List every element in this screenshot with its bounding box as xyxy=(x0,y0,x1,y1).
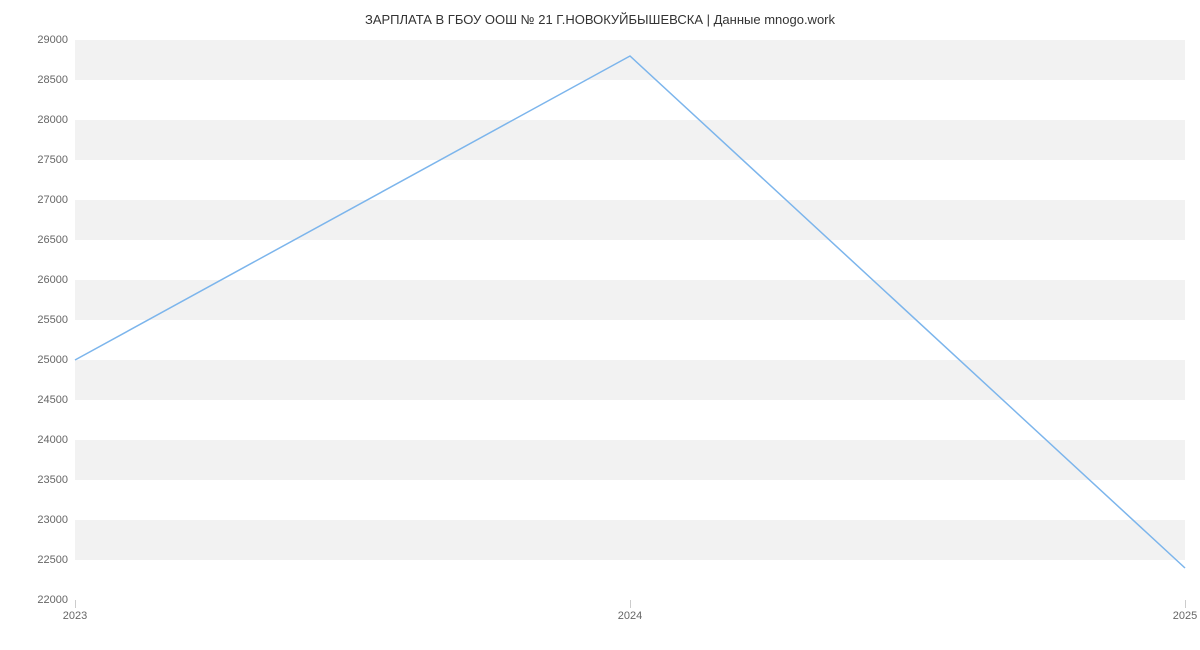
plot-area xyxy=(75,40,1185,600)
x-tick-mark xyxy=(630,600,631,608)
y-tick-label: 23500 xyxy=(8,474,68,486)
y-tick-label: 28500 xyxy=(8,74,68,86)
y-tick-label: 24500 xyxy=(8,394,68,406)
line-series-layer xyxy=(75,40,1185,600)
y-tick-label: 28000 xyxy=(8,114,68,126)
y-tick-label: 25500 xyxy=(8,314,68,326)
y-tick-label: 26500 xyxy=(8,234,68,246)
x-tick-label: 2024 xyxy=(618,610,642,622)
salary-line xyxy=(75,56,1185,568)
y-tick-label: 29000 xyxy=(8,34,68,46)
y-tick-label: 23000 xyxy=(8,514,68,526)
y-tick-label: 25000 xyxy=(8,354,68,366)
y-tick-label: 27500 xyxy=(8,154,68,166)
x-tick-label: 2025 xyxy=(1173,610,1197,622)
y-tick-label: 27000 xyxy=(8,194,68,206)
y-tick-label: 22500 xyxy=(8,554,68,566)
chart-title: ЗАРПЛАТА В ГБОУ ООШ № 21 Г.НОВОКУЙБЫШЕВС… xyxy=(0,0,1200,31)
x-tick-label: 2023 xyxy=(63,610,87,622)
x-tick-mark xyxy=(75,600,76,608)
x-tick-mark xyxy=(1185,600,1186,608)
y-tick-label: 24000 xyxy=(8,434,68,446)
y-tick-label: 22000 xyxy=(8,594,68,606)
y-tick-label: 26000 xyxy=(8,274,68,286)
chart-container: 22000 22500 23000 23500 24000 24500 25000 25500… xyxy=(0,30,1200,650)
